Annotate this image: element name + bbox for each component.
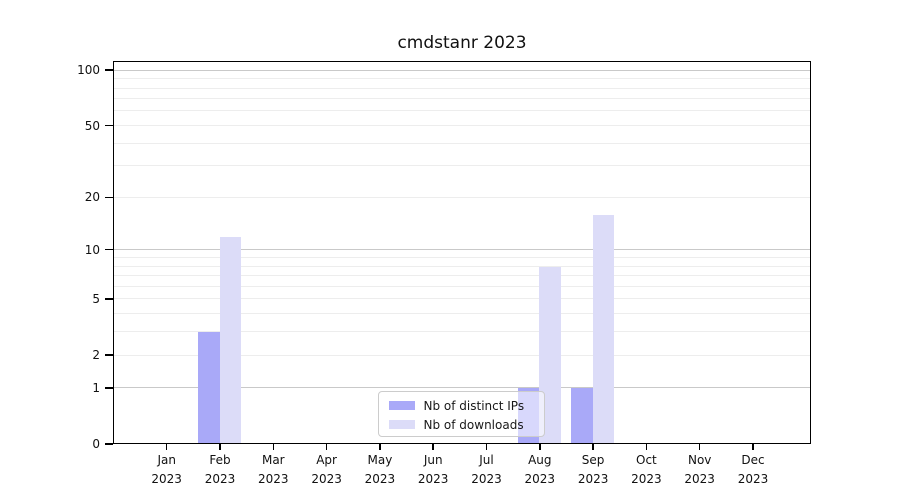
gridline-10	[114, 249, 810, 251]
y-tick-label-20: 20	[84, 190, 100, 205]
gridline-50	[114, 125, 810, 126]
x-tick-label-may: May 2023	[364, 453, 396, 486]
y-tick-1	[105, 387, 113, 389]
gridline-1	[114, 387, 810, 389]
y-tick-5	[105, 298, 113, 300]
bar-feb-distinct-ips	[198, 332, 220, 443]
gridline-8	[114, 265, 810, 267]
gridline-4	[114, 313, 810, 315]
gridline-30	[114, 165, 810, 167]
x-tick-oct	[645, 444, 648, 450]
x-tick-label-oct: Oct 2023	[631, 453, 662, 486]
x-tick-label-mar: Mar 2023	[258, 453, 289, 486]
y-tick-label-100: 100	[77, 63, 100, 78]
x-tick-sep	[592, 444, 594, 450]
gridline-6	[114, 285, 810, 287]
x-tick-may	[379, 444, 381, 450]
y-tick-label-10: 10	[84, 242, 100, 257]
legend-swatch-downloads	[388, 420, 415, 429]
chart-title: cmdstanr 2023	[397, 33, 527, 53]
bar-sep-downloads	[592, 215, 615, 443]
y-tick-50	[105, 124, 113, 127]
x-tick-label-jun: Jun 2023	[417, 453, 449, 486]
legend-swatch-distinct-ips	[388, 401, 415, 410]
gridline-60	[114, 110, 810, 112]
x-tick-label-jul: Jul 2023	[471, 453, 502, 486]
bar-aug-downloads	[539, 266, 561, 443]
x-tick-dec	[752, 444, 754, 450]
plot-area: Nb of distinct IPs Nb of downloads	[113, 61, 811, 444]
x-tick-label-sep: Sep 2023	[577, 453, 609, 486]
legend: Nb of distinct IPs Nb of downloads	[377, 390, 545, 437]
x-tick-label-jan: Jan 2023	[151, 453, 182, 486]
x-tick-feb	[219, 444, 221, 450]
x-tick-aug	[539, 444, 541, 450]
legend-label-downloads: Nb of downloads	[423, 417, 524, 432]
gridline-100	[114, 69, 810, 71]
gridline-40	[114, 142, 810, 144]
gridline-70	[114, 98, 810, 100]
y-tick-label-5: 5	[92, 291, 100, 306]
gridline-2	[114, 354, 810, 356]
gridline-5	[114, 298, 810, 300]
gridline-90	[114, 78, 810, 79]
y-tick-20	[105, 196, 113, 199]
x-tick-apr	[325, 444, 328, 450]
y-tick-10	[105, 248, 113, 251]
gridline-20	[114, 196, 810, 198]
y-tick-label-2: 2	[92, 348, 100, 362]
x-tick-jun	[432, 444, 434, 450]
x-tick-label-apr: Apr 2023	[311, 453, 342, 486]
x-tick-label-feb: Feb 2023	[204, 453, 236, 486]
bar-feb-downloads	[219, 236, 241, 443]
y-tick-label-0: 0	[92, 437, 100, 451]
x-tick-label-aug: Aug 2023	[524, 453, 556, 486]
gridline-9	[114, 257, 810, 258]
gridline-7	[114, 275, 810, 276]
y-tick-label-1: 1	[92, 380, 100, 395]
legend-item-distinct-ips: Nb of distinct IPs	[386, 397, 538, 415]
x-tick-jan	[165, 444, 168, 450]
gridline-80	[114, 87, 810, 89]
legend-item-downloads: Nb of downloads	[386, 416, 538, 434]
y-tick-label-50: 50	[84, 118, 100, 133]
y-tick-0	[105, 443, 113, 445]
gridline-3	[114, 331, 810, 333]
x-tick-label-dec: Dec 2023	[737, 453, 769, 486]
bar-sep-distinct-ips	[571, 388, 593, 443]
y-tick-2	[105, 354, 113, 356]
legend-label-distinct-ips: Nb of distinct IPs	[423, 398, 525, 413]
x-tick-jul	[485, 444, 488, 450]
x-tick-mar	[272, 444, 275, 450]
y-tick-100	[105, 69, 113, 71]
x-tick-label-nov: Nov 2023	[684, 453, 715, 486]
x-tick-nov	[698, 444, 701, 450]
